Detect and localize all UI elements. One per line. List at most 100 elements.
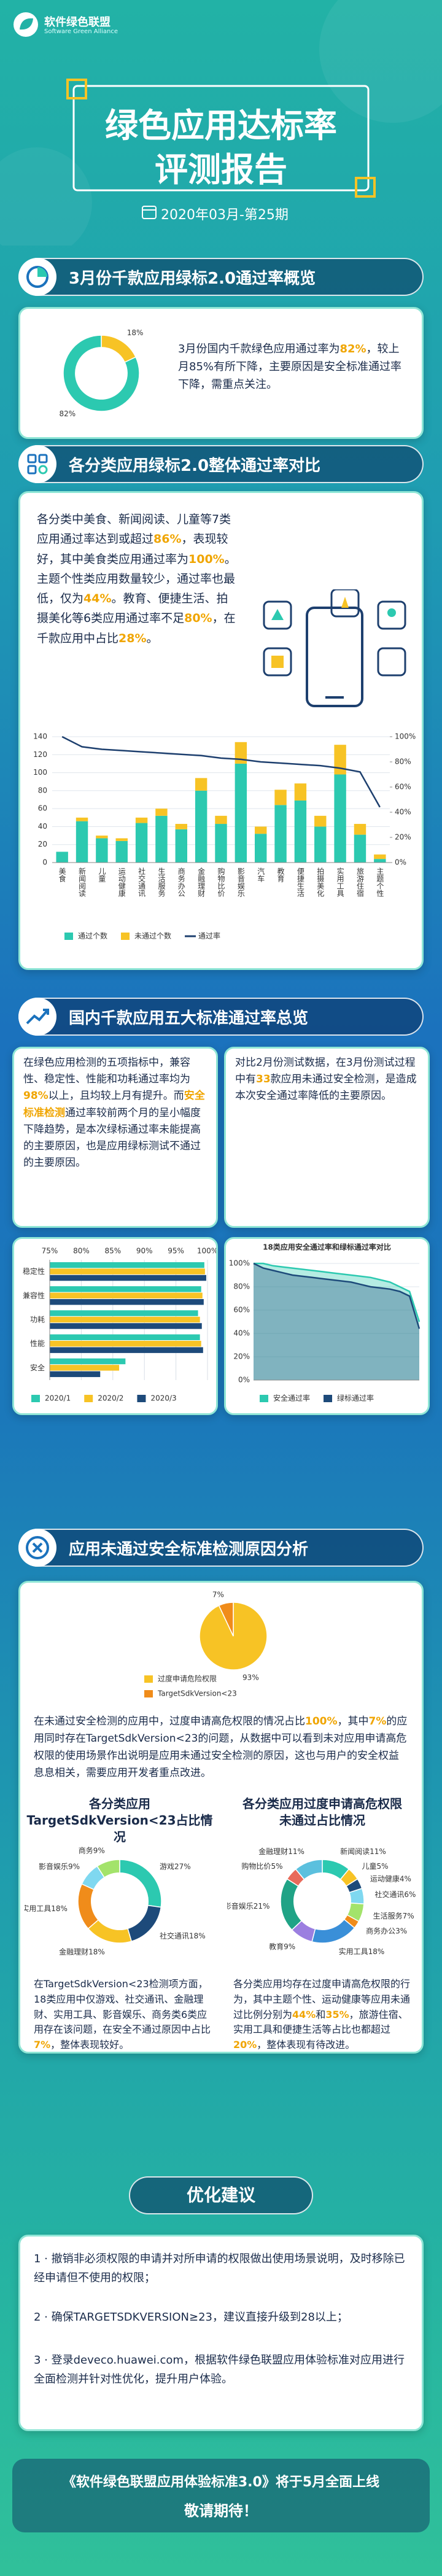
highlight-text: 44% bbox=[292, 2008, 316, 2020]
bar bbox=[374, 854, 386, 859]
x-tick-label: 生活服务 bbox=[157, 867, 166, 897]
line bbox=[253, 1262, 421, 1329]
line bbox=[254, 1262, 421, 1322]
y-tick-label: 80% bbox=[233, 1282, 250, 1291]
highlight-text: 33 bbox=[256, 1073, 271, 1086]
sdk-donut: 游戏27%社交通讯18%金融理财18%实用工具18%影音娱乐9%商务9% bbox=[25, 1845, 206, 1956]
bar bbox=[50, 1316, 200, 1323]
legend-label: 2020/1 bbox=[45, 1394, 71, 1403]
bar bbox=[314, 815, 327, 827]
x-tick-label: 影音娱乐 bbox=[236, 867, 245, 897]
bar bbox=[50, 1268, 205, 1274]
slice-value: 11% bbox=[288, 1847, 304, 1856]
y-tick-label: 120 bbox=[33, 750, 47, 759]
chart-title-line: 各分类应用过度申请高危权限 bbox=[242, 1796, 402, 1811]
text-run: 。教育、便捷生活、拍摄美化等6类应用通过率不足 bbox=[37, 592, 228, 626]
pie-slice bbox=[101, 335, 137, 363]
bar bbox=[294, 783, 307, 801]
text-run: ，整体表现较好。 bbox=[50, 2039, 130, 2051]
footer-text: 《软件绿色联盟应用体验标准3.0》将于5月全面上线 bbox=[62, 2475, 380, 2490]
text-run: 的应用同时存在TargetSdkVersion<23的问题，从数据中可以看到未对… bbox=[34, 1715, 408, 1780]
slice-label: 儿童5% bbox=[362, 1861, 389, 1871]
bar bbox=[255, 826, 267, 834]
slice-name: 社交通讯 bbox=[160, 1931, 189, 1940]
slice-value: 7% bbox=[212, 1590, 224, 1599]
section-title: 应用未通过安全标准检测原因分析 bbox=[69, 1540, 309, 1559]
slice-name: 社交通讯 bbox=[374, 1890, 404, 1899]
slice-label: 社交通讯6% bbox=[374, 1890, 416, 1899]
pie-slice bbox=[63, 335, 140, 412]
y2-tick-label: 80% bbox=[395, 758, 411, 766]
bar bbox=[76, 817, 88, 821]
text-run: 款应用未通过安全检测，是造成本次安全通过率降低的主要原因。 bbox=[235, 1073, 417, 1103]
x-tick-label: 100% bbox=[197, 1247, 216, 1255]
highlight-text: 7% bbox=[34, 2039, 51, 2051]
highlight-text: 86% bbox=[153, 532, 182, 546]
y2-tick-label: 40% bbox=[395, 808, 411, 817]
bar bbox=[135, 823, 148, 863]
y-tick-label: 40% bbox=[233, 1329, 250, 1338]
legend-label: 未通过个数 bbox=[134, 931, 171, 941]
bar bbox=[50, 1299, 204, 1305]
advice-item: 2 · 确保TARGETSDKVERSION≥23，建议直接升级到28以上； bbox=[34, 2311, 348, 2324]
chart-title-line: TargetSdkVersion<23占比情况 bbox=[26, 1813, 213, 1844]
bar bbox=[354, 834, 366, 863]
legend-label: 过度申请危险权限 bbox=[158, 1674, 217, 1683]
x-tick-label: 教育 bbox=[276, 867, 285, 883]
legend-label: 2020/2 bbox=[98, 1394, 123, 1403]
y-tick-label: 0 bbox=[42, 858, 47, 867]
x-tick-label: 儿童 bbox=[98, 867, 106, 882]
paragraph: 在绿色应用检测的五项指标中，兼容性、稳定性、性能和功耗通过率均为 98%以上，且均… bbox=[23, 1055, 207, 1171]
slice-value: 3% bbox=[395, 1926, 407, 1935]
slice-value: 11% bbox=[370, 1847, 386, 1856]
slice-value: 93% bbox=[242, 1673, 259, 1682]
slice-value: 18% bbox=[88, 1947, 105, 1956]
pie-slice bbox=[119, 1859, 162, 1908]
highlight-text: 28% bbox=[118, 631, 147, 645]
section-title: 3月份千款应用绿标2.0通过率概览 bbox=[69, 269, 316, 288]
x-tick-label: 购物比价 bbox=[217, 867, 225, 897]
slice-label: 教育9% bbox=[269, 1942, 295, 1951]
footer-text: 敬请期待！ bbox=[184, 2502, 258, 2520]
security-compare-chart: 18类应用安全通过率和绿标通过率对比 0% 20% 40% 60% 80% 100% 安全通过… bbox=[229, 1243, 421, 1403]
card bbox=[18, 2235, 424, 2431]
y2-tick-label: 0% bbox=[395, 858, 406, 867]
slice-label: 7% bbox=[212, 1590, 224, 1599]
text-run: ，表现较好，其中美食类应用通过率为 bbox=[37, 532, 228, 566]
slice-label: 金融理财11% bbox=[258, 1847, 304, 1856]
bar bbox=[96, 836, 108, 839]
text-run: 对比2月份测试数据，在3月份测试过程中有 bbox=[235, 1057, 416, 1086]
x-tick-label: 新闻阅读 bbox=[78, 867, 87, 898]
x-tick-label: 便捷生活 bbox=[296, 867, 304, 897]
text-run: 3月份国内千款绿色应用通过率为 bbox=[178, 343, 340, 355]
pie-slice bbox=[77, 1883, 99, 1930]
area bbox=[254, 1263, 419, 1380]
rate-line bbox=[61, 735, 381, 808]
y-tick-label: 140 bbox=[33, 732, 47, 741]
slice-label: 93% bbox=[242, 1673, 259, 1682]
text-run: ，其中 bbox=[337, 1715, 369, 1728]
bar bbox=[135, 817, 148, 823]
report-title: 评测报告 bbox=[155, 150, 287, 189]
x-tick-label: 90% bbox=[136, 1247, 153, 1255]
x-tick-label: 85% bbox=[104, 1247, 121, 1255]
app-icons bbox=[263, 589, 406, 707]
org-name-en: Software Green Alliance bbox=[44, 28, 118, 35]
section-heading: 各分类应用绿标2.0整体通过率对比 bbox=[18, 445, 424, 483]
bar bbox=[50, 1340, 201, 1347]
bar bbox=[115, 838, 128, 841]
y-tick-label: 100% bbox=[229, 1259, 250, 1268]
bar bbox=[274, 805, 287, 863]
legend-label: 2020/3 bbox=[150, 1394, 176, 1403]
bar bbox=[76, 821, 88, 863]
y-tick-label: 功耗 bbox=[30, 1316, 45, 1324]
bar bbox=[235, 763, 247, 863]
text-run: 各分类应用均存在过度申请高危权限的行为，其中主题个性、运动健康等应用未通过比例分… bbox=[233, 1978, 411, 2020]
permission-donut: 新闻阅读11%儿童5%运动健康4%社交通讯6%生活服务7%商务办公3%实用工具1… bbox=[227, 1847, 416, 1956]
slice-name: 购物比价 bbox=[241, 1861, 271, 1871]
slice-value: 27% bbox=[174, 1862, 191, 1871]
legend-swatch bbox=[260, 1395, 268, 1402]
x-tick-label: 95% bbox=[168, 1247, 184, 1255]
paragraph: 在TargetSdkVersion<23检测项方面，18类应用中仅游戏、社交通讯… bbox=[34, 1977, 212, 2053]
